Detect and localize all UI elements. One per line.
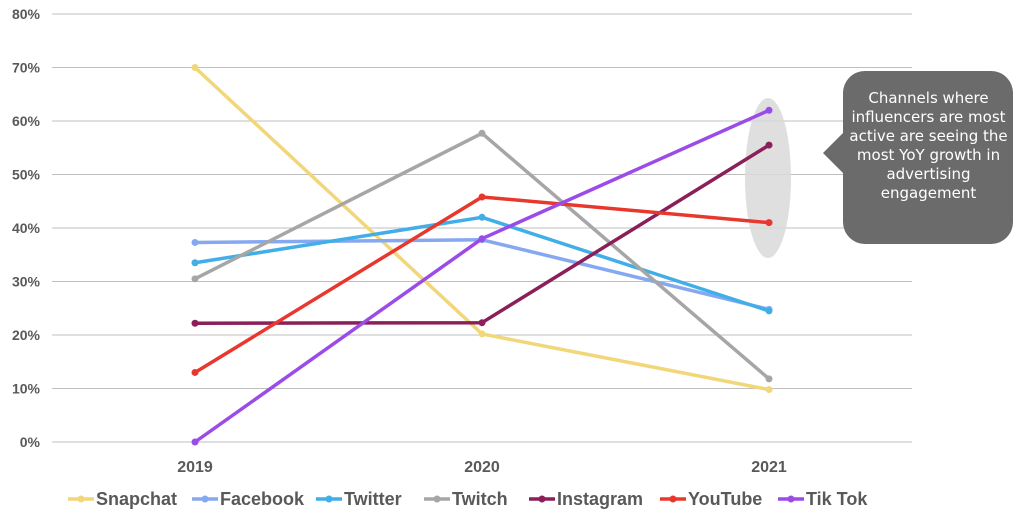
callout-text: Channels where influencers are most acti… xyxy=(849,89,1008,202)
series-line xyxy=(193,195,771,375)
highlight-ellipse xyxy=(745,98,791,258)
legend-marker xyxy=(201,495,209,503)
y-tick-label: 0% xyxy=(20,434,41,450)
data-point xyxy=(478,235,486,243)
legend-label: Twitter xyxy=(344,489,402,509)
data-point xyxy=(765,219,773,227)
series-youtube xyxy=(191,193,773,376)
legend-marker xyxy=(325,495,333,503)
series-twitch xyxy=(191,129,773,383)
data-point xyxy=(478,129,486,137)
data-point xyxy=(765,307,773,315)
y-tick-label: 40% xyxy=(12,220,41,236)
data-point xyxy=(765,141,773,149)
series-snapchat xyxy=(191,64,773,394)
legend-label: Tik Tok xyxy=(806,489,868,509)
data-point xyxy=(765,106,773,114)
y-tick-label: 30% xyxy=(12,274,41,290)
legend-item: Tik Tok xyxy=(778,489,868,509)
x-axis-ticks: 2019 2020 2021 xyxy=(177,459,787,476)
y-tick-label: 50% xyxy=(12,167,41,183)
data-point xyxy=(191,259,199,267)
x-tick-label: 2020 xyxy=(464,459,500,476)
callout-bubble xyxy=(823,71,1013,244)
data-point xyxy=(478,330,486,338)
data-point xyxy=(191,319,199,327)
legend-label: YouTube xyxy=(688,489,762,509)
data-point xyxy=(478,319,486,327)
legend-item: Facebook xyxy=(192,489,305,509)
series-lines xyxy=(191,64,773,446)
legend-item: Twitch xyxy=(424,489,508,509)
data-point xyxy=(478,193,486,201)
legend-item: Instagram xyxy=(529,489,643,509)
series-line xyxy=(193,131,771,381)
data-point xyxy=(765,386,773,394)
y-tick-label: 70% xyxy=(12,60,41,76)
data-point xyxy=(478,213,486,221)
data-point xyxy=(191,238,199,246)
y-tick-label: 10% xyxy=(12,381,41,397)
y-axis-ticks: 0% 10% 20% 30% 40% 50% 60% 70% 80% xyxy=(12,6,41,450)
x-tick-label: 2019 xyxy=(177,459,213,476)
data-point xyxy=(191,368,199,376)
y-tick-label: 60% xyxy=(12,113,41,129)
data-point xyxy=(191,438,199,446)
data-point xyxy=(191,275,199,283)
legend-item: Twitter xyxy=(316,489,402,509)
legend-marker xyxy=(787,495,795,503)
series-line xyxy=(193,108,771,444)
legend-label: Twitch xyxy=(452,489,508,509)
series-tik-tok xyxy=(191,106,773,446)
series-line xyxy=(193,65,771,392)
series-line xyxy=(193,215,771,313)
legend-label: Instagram xyxy=(557,489,643,509)
series-twitter xyxy=(191,213,773,315)
data-point xyxy=(191,64,199,71)
legend-item: Snapchat xyxy=(68,489,177,509)
legend-label: Facebook xyxy=(220,489,305,509)
legend-marker xyxy=(538,495,546,503)
legend-item: YouTube xyxy=(660,489,762,509)
legend-marker xyxy=(77,495,85,503)
x-tick-label: 2021 xyxy=(751,459,787,476)
series-instagram xyxy=(191,141,773,327)
y-tick-label: 20% xyxy=(12,327,41,343)
legend-marker xyxy=(669,495,677,503)
data-point xyxy=(765,375,773,383)
y-tick-label: 80% xyxy=(12,6,41,22)
legend: Snapchat Facebook Twitter Twitch Instagram Yo… xyxy=(68,489,868,509)
legend-marker xyxy=(433,495,441,503)
legend-label: Snapchat xyxy=(96,489,177,509)
